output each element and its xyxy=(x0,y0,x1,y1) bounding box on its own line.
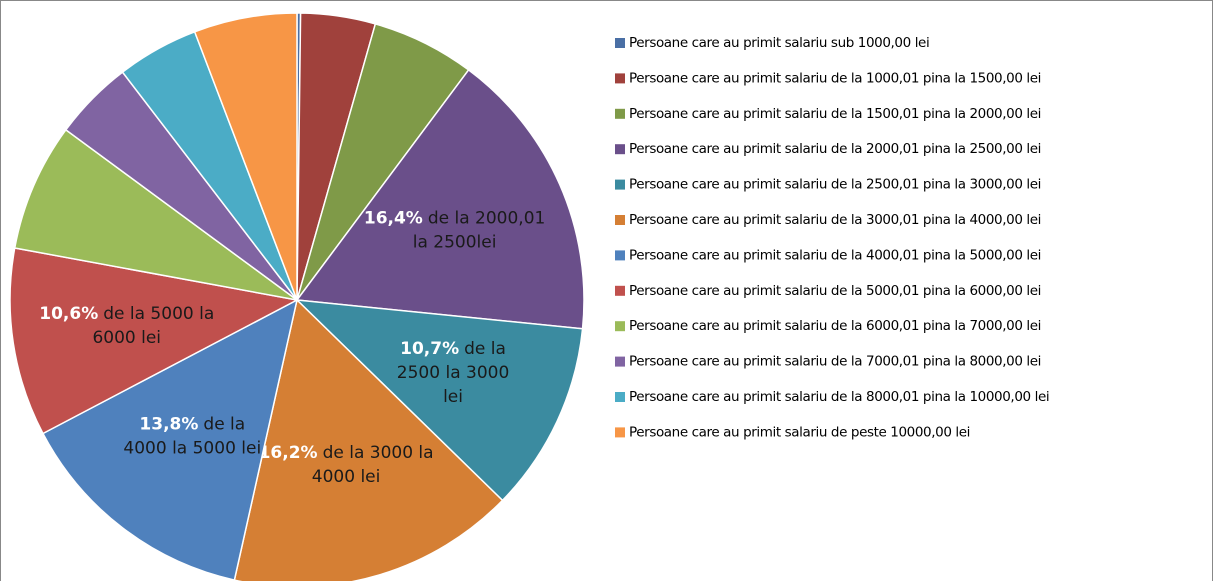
legend-label: Persoane care au primit salariu de la 40… xyxy=(629,247,1041,263)
data-label-percent: 16,2% xyxy=(259,443,318,463)
legend-label: Persoane care au primit salariu de la 10… xyxy=(629,70,1041,86)
data-label: 10,6% de la 5000 la 6000 lei xyxy=(39,304,214,348)
legend-label: Persoane care au primit salariu de la 70… xyxy=(629,354,1041,370)
data-label-text: de la 3000 la xyxy=(323,443,434,463)
pie-slice xyxy=(295,68,585,330)
data-label-text: la 2500lei xyxy=(413,233,497,253)
legend-swatch xyxy=(615,38,625,48)
legend-swatch xyxy=(615,321,625,332)
legend-swatch xyxy=(615,250,625,261)
data-label-text: 4000 la 5000 lei xyxy=(123,439,261,459)
legend-swatch xyxy=(615,144,625,155)
legend-swatch xyxy=(615,179,625,190)
legend-label: Persoane care au primit salariu sub 1000… xyxy=(629,35,929,51)
legend-label: Persoane care au primit salariu de la 25… xyxy=(629,177,1041,193)
legend-label: Persoane care au primit salariu de la 80… xyxy=(629,389,1049,405)
data-label: 16,2% de la 3000 la 4000 lei xyxy=(259,443,434,487)
data-label-text: de la 2000,01 xyxy=(428,209,545,229)
data-label-percent: 16,4% xyxy=(364,209,423,229)
data-label-text: 6000 lei xyxy=(92,328,161,348)
legend-label: Persoane care au primit salariu de peste… xyxy=(629,424,970,440)
data-label-text: de la 5000 la xyxy=(103,304,214,324)
data-label-text: lei xyxy=(443,387,463,407)
data-label-percent: 13,8% xyxy=(139,415,198,435)
legend-label: Persoane care au primit salariu de la 50… xyxy=(629,283,1041,299)
legend-swatch xyxy=(615,427,625,438)
legend-label: Persoane care au primit salariu de la 60… xyxy=(629,318,1041,334)
data-label-text: 2500 la 3000 xyxy=(397,363,509,383)
legend-swatch xyxy=(615,392,625,402)
pie-slice xyxy=(13,128,298,301)
data-label-text: de la xyxy=(464,339,506,359)
pie-slice xyxy=(233,298,504,581)
data-label-text: 4000 lei xyxy=(312,467,381,487)
data-label-text: de la xyxy=(203,415,245,435)
pie-slice xyxy=(41,298,299,581)
data-label: 13,8% de la 4000 la 5000 lei xyxy=(123,415,261,459)
pie-slice xyxy=(9,247,300,435)
legend-label: Persoane care au primit salariu de la 15… xyxy=(629,106,1041,122)
legend-swatch xyxy=(615,108,625,119)
data-label-percent: 10,6% xyxy=(39,304,98,324)
legend-label: Persoane care au primit salariu de la 30… xyxy=(629,212,1041,228)
pie-slice xyxy=(193,12,298,301)
legend-swatch xyxy=(615,356,625,367)
legend-label: Persoane care au primit salariu de la 20… xyxy=(629,141,1041,157)
legend-swatch xyxy=(615,215,625,225)
data-label-percent: 10,7% xyxy=(400,339,459,359)
legend-swatch xyxy=(615,73,625,84)
pie-slice xyxy=(294,299,584,502)
data-label: 10,7% de la 2500 la 3000 lei xyxy=(397,339,509,407)
data-label: 16,4% de la 2000,01 la 2500lei xyxy=(364,209,545,253)
legend-swatch xyxy=(615,285,625,296)
